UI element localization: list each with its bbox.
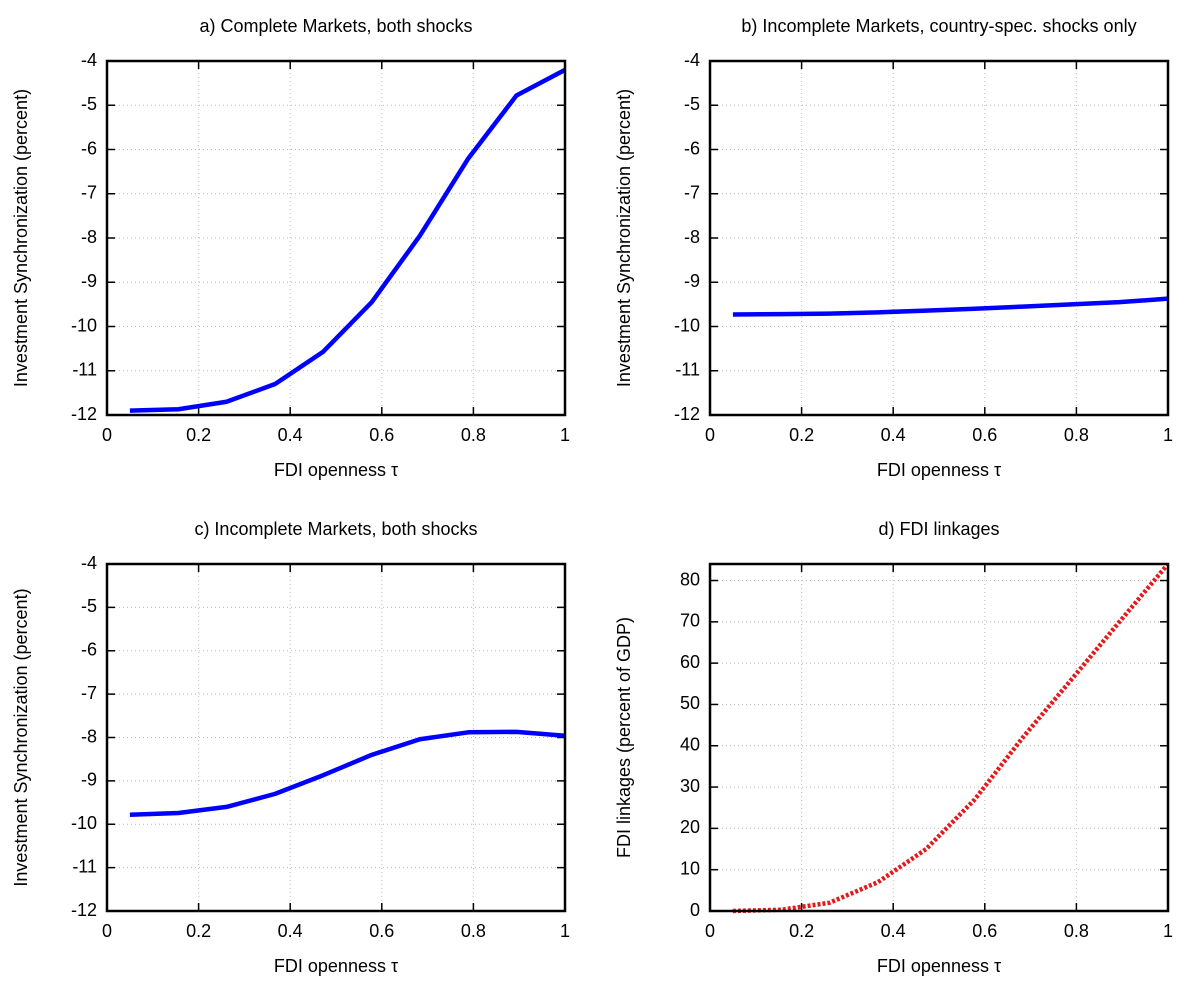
y-tick-label: -8	[81, 726, 97, 746]
y-tick-label: -10	[71, 813, 97, 833]
y-tick-label: -8	[684, 227, 700, 247]
y-tick-label: -4	[684, 50, 700, 70]
x-tick-label: 0.8	[1064, 921, 1089, 941]
y-tick-label: -9	[684, 271, 700, 291]
x-axis-title: FDI openness τ	[274, 956, 398, 976]
x-tick-label: 0.6	[369, 921, 394, 941]
y-tick-label: -10	[674, 315, 700, 335]
x-tick-label: 1	[560, 425, 570, 445]
y-tick-label: -8	[81, 227, 97, 247]
y-tick-label: -5	[81, 596, 97, 616]
x-tick-label: 0.6	[972, 921, 997, 941]
x-tick-label: 0.2	[186, 921, 211, 941]
y-tick-label: -5	[81, 94, 97, 114]
panel-title: d) FDI linkages	[878, 519, 999, 539]
y-tick-label: -12	[674, 404, 700, 424]
x-axis-title: FDI openness τ	[877, 956, 1001, 976]
x-tick-label: 0.2	[186, 425, 211, 445]
x-tick-label: 1	[560, 921, 570, 941]
x-tick-label: 0	[705, 425, 715, 445]
data-line	[732, 296, 1169, 317]
x-tick-label: 0	[705, 921, 715, 941]
y-tick-label: 0	[690, 900, 700, 920]
y-tick-label: 80	[680, 569, 700, 589]
y-tick-label: -12	[71, 900, 97, 920]
y-axis-title: Investment Synchronization (percent)	[11, 89, 31, 387]
data-line	[129, 729, 566, 817]
y-tick-label: -4	[81, 553, 97, 573]
x-tick-label: 0.8	[461, 425, 486, 445]
y-tick-label: -5	[684, 94, 700, 114]
plot-frame	[105, 59, 567, 417]
y-tick-label: 70	[680, 611, 700, 631]
x-tick-label: 0.6	[972, 425, 997, 445]
data-line	[732, 562, 1170, 914]
y-tick-label: -4	[81, 50, 97, 70]
x-tick-label: 0	[102, 921, 112, 941]
y-tick-label: 50	[680, 693, 700, 713]
x-tick-label: 0.4	[881, 425, 906, 445]
x-tick-label: 1	[1163, 921, 1173, 941]
y-axis-title: Investment Synchronization (percent)	[614, 89, 634, 387]
y-tick-label: 60	[680, 652, 700, 672]
plot-frame	[105, 562, 567, 913]
y-tick-label: -12	[71, 404, 97, 424]
y-tick-label: -7	[81, 183, 97, 203]
panel-title: b) Incomplete Markets, country-spec. sho…	[741, 16, 1136, 36]
y-tick-label: 40	[680, 735, 700, 755]
plot-frame	[708, 59, 1170, 417]
y-tick-label: -11	[72, 856, 97, 876]
y-tick-label: -6	[81, 640, 97, 660]
x-axis-title: FDI openness τ	[274, 460, 398, 480]
y-axis-title: Investment Synchronization (percent)	[11, 588, 31, 886]
x-tick-label: 0.4	[278, 921, 303, 941]
y-tick-label: -11	[675, 360, 700, 380]
x-tick-label: 1	[1163, 425, 1173, 445]
plot-frame	[708, 562, 1170, 913]
y-tick-label: 20	[680, 817, 700, 837]
x-tick-label: 0.2	[789, 921, 814, 941]
x-axis-title: FDI openness τ	[877, 460, 1001, 480]
y-tick-label: 30	[680, 776, 700, 796]
y-tick-label: -9	[81, 770, 97, 790]
y-tick-label: -7	[81, 683, 97, 703]
x-tick-label: 0.2	[789, 425, 814, 445]
y-tick-label: -10	[71, 315, 97, 335]
panel-title: c) Incomplete Markets, both shocks	[194, 519, 477, 539]
data-line	[129, 67, 567, 413]
y-tick-label: 10	[680, 858, 700, 878]
x-tick-label: 0	[102, 425, 112, 445]
y-tick-label: -6	[684, 138, 700, 158]
x-tick-label: 0.4	[278, 425, 303, 445]
panel-title: a) Complete Markets, both shocks	[199, 16, 472, 36]
x-tick-label: 0.6	[369, 425, 394, 445]
y-tick-label: -6	[81, 138, 97, 158]
y-tick-label: -9	[81, 271, 97, 291]
y-axis-title: FDI linkages (percent of GDP)	[614, 617, 634, 858]
y-tick-label: -11	[72, 360, 97, 380]
x-tick-label: 0.8	[461, 921, 486, 941]
y-tick-label: -7	[684, 183, 700, 203]
x-tick-label: 0.4	[881, 921, 906, 941]
x-tick-label: 0.8	[1064, 425, 1089, 445]
